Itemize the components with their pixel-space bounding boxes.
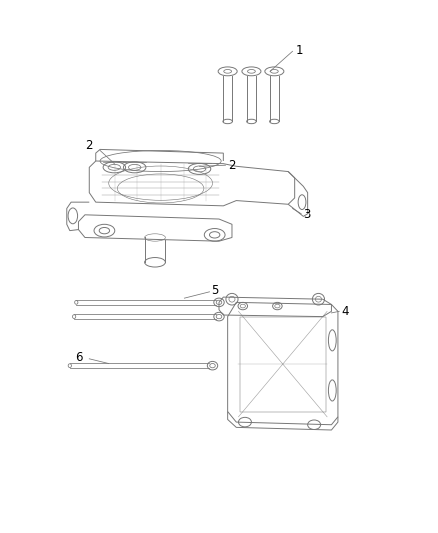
Text: 2: 2: [229, 159, 236, 172]
Text: 4: 4: [341, 305, 349, 318]
Text: 6: 6: [75, 351, 83, 364]
Text: 5: 5: [211, 284, 219, 297]
Text: 2: 2: [85, 139, 92, 152]
Text: 3: 3: [304, 208, 311, 221]
Text: 1: 1: [296, 44, 304, 56]
